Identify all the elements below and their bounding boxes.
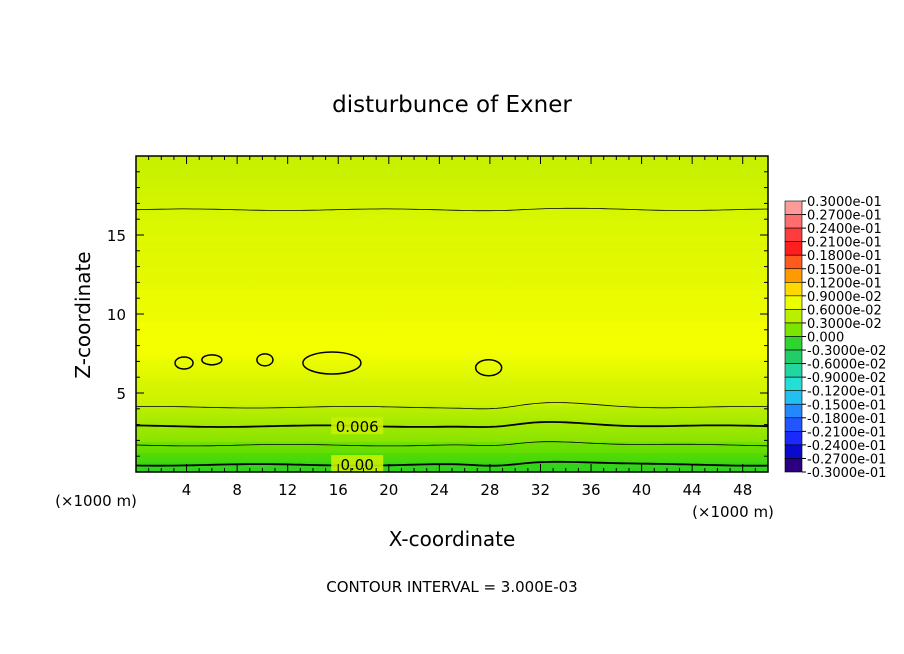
contour-line <box>136 441 768 447</box>
colorbar-swatch <box>784 200 803 215</box>
x-tick-labels: 4 8 12 16 20 24 28 32 36 40 44 48 <box>182 481 752 499</box>
x-axis-unit-right: (×1000 m) <box>692 503 774 521</box>
colorbar-label: 0.000 <box>807 331 844 346</box>
colorbar-label: -0.1800e-01 <box>807 412 886 427</box>
contour-band <box>136 290 768 322</box>
x-tick-label: 4 <box>182 481 192 499</box>
axis-ticks <box>136 156 768 472</box>
colorbar-label: -0.9000e-02 <box>807 371 886 386</box>
colorbar-label: -0.3000e-02 <box>807 344 886 359</box>
contour-interval-note: CONTOUR INTERVAL = 3.000E-03 <box>326 578 577 596</box>
contour-label-background <box>331 455 384 472</box>
x-tick-label: 28 <box>480 481 499 499</box>
closed-contour <box>256 353 274 367</box>
colorbar-label: -0.6000e-02 <box>807 358 886 373</box>
colorbar-label: 0.1800e-01 <box>807 249 882 264</box>
colorbar-swatch <box>784 295 803 310</box>
colorbar-swatch <box>784 458 803 473</box>
contour-band <box>136 441 768 454</box>
y-tick-label: 10 <box>107 306 126 324</box>
x-tick-label: 40 <box>632 481 651 499</box>
x-tick-label: 20 <box>379 481 398 499</box>
x-axis-label: X-coordinate <box>389 527 516 551</box>
colorbar-swatch <box>784 214 803 229</box>
chart-title: disturbunce of Exner <box>332 92 572 118</box>
x-tick-label: 36 <box>581 481 600 499</box>
plot-area: 0.006 0.00 <box>135 155 769 474</box>
contour-label: 0.00 <box>340 456 373 474</box>
contour-line <box>136 460 768 467</box>
closed-contour <box>302 351 362 375</box>
x-tick-label: 16 <box>329 481 348 499</box>
y-axis-label: Z-coordinate <box>71 251 95 378</box>
x-axis-unit-left: (×1000 m) <box>55 492 137 510</box>
y-tick-label: 5 <box>116 385 126 403</box>
colorbar-label: -0.2400e-01 <box>807 439 886 454</box>
x-tick-label: 8 <box>232 481 242 499</box>
colorbar-swatch <box>784 241 803 256</box>
contour-bands <box>136 242 768 472</box>
colorbar-label: -0.2100e-01 <box>807 425 886 440</box>
contour-line <box>136 421 768 428</box>
colorbar-swatch <box>784 309 803 324</box>
x-tick-label: 24 <box>430 481 449 499</box>
y-tick-labels: 5 10 15 <box>107 227 126 403</box>
x-tick-label: 48 <box>733 481 752 499</box>
colorbar-swatch <box>784 444 803 459</box>
colorbar: 0.3000e-010.2700e-010.2400e-010.2100e-01… <box>784 195 886 481</box>
colorbar-swatch <box>784 431 803 446</box>
contour-band <box>136 424 768 442</box>
contour-band <box>136 462 768 472</box>
closed-contour <box>174 356 194 370</box>
contour-label: 0.006 <box>336 418 379 436</box>
colorbar-label: 0.1500e-01 <box>807 263 882 278</box>
colorbar-label: -0.3000e-01 <box>807 466 886 481</box>
closed-contour <box>474 358 503 377</box>
closed-contour <box>201 354 223 366</box>
contour-lines: 0.006 0.00 <box>136 207 768 474</box>
colorbar-label: 0.3000e-02 <box>807 317 882 332</box>
colorbar-swatch <box>784 336 803 351</box>
colorbar-label: 0.2400e-01 <box>807 222 882 237</box>
colorbar-swatch <box>784 268 803 283</box>
x-tick-label: 32 <box>531 481 550 499</box>
colorbar-label: 0.2100e-01 <box>807 236 882 251</box>
colorbar-swatch <box>784 254 803 270</box>
colorbar-swatch <box>784 363 803 378</box>
colorbar-label: 0.9000e-02 <box>807 290 882 305</box>
colorbar-label: 0.1200e-01 <box>807 276 882 291</box>
colorbar-swatch <box>784 417 803 432</box>
colorbar-swatch <box>784 322 803 337</box>
contour-line <box>136 207 768 212</box>
colorbar-swatch <box>784 227 803 242</box>
colorbar-swatch <box>784 390 803 405</box>
contour-label-background <box>331 417 384 435</box>
colorbar-label: 0.6000e-02 <box>807 303 882 318</box>
colorbar-swatch <box>784 376 803 391</box>
x-tick-label: 44 <box>683 481 702 499</box>
colorbar-swatch <box>784 349 803 364</box>
colorbar-label: -0.1500e-01 <box>807 398 886 413</box>
colorbar-swatch <box>784 281 803 297</box>
colorbar-swatch <box>784 403 803 419</box>
contour-band <box>136 389 768 406</box>
colorbar-label: 0.3000e-01 <box>807 195 882 210</box>
contour-line <box>136 402 768 410</box>
y-tick-label: 15 <box>107 227 126 245</box>
x-tick-label: 12 <box>278 481 297 499</box>
contour-band <box>136 242 768 291</box>
colorbar-label: 0.2700e-01 <box>807 209 882 224</box>
colorbar-label: -0.2700e-01 <box>807 452 886 467</box>
colorbar-label: -0.1200e-01 <box>807 385 886 400</box>
